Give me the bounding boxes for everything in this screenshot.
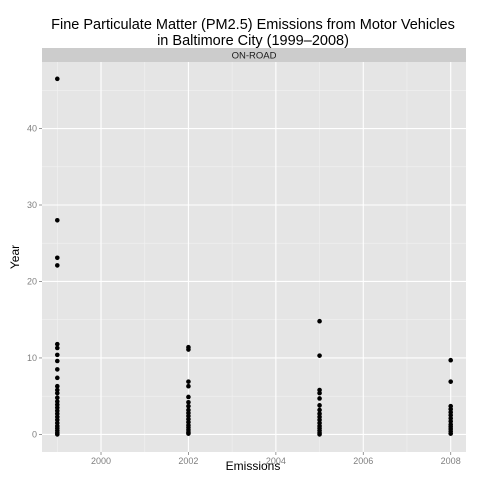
data-point bbox=[54, 263, 60, 268]
data-point bbox=[186, 383, 191, 389]
x-tick-label: 2000 bbox=[91, 456, 111, 466]
data-point bbox=[317, 353, 322, 358]
data-point bbox=[317, 403, 322, 408]
data-point bbox=[54, 367, 60, 372]
data-point bbox=[54, 432, 60, 437]
data-point bbox=[448, 379, 454, 384]
data-point bbox=[54, 375, 60, 381]
x-axis-title: Emissions bbox=[226, 459, 281, 473]
plot-panel bbox=[42, 62, 466, 452]
data-point bbox=[317, 318, 322, 324]
data-point bbox=[54, 255, 60, 261]
axis-ticks: 2000 2002 2004 2006 2008 0 10 20 30 40 bbox=[27, 124, 461, 466]
data-point bbox=[448, 431, 454, 436]
x-tick-label: 2008 bbox=[441, 456, 461, 466]
data-point bbox=[186, 431, 191, 436]
data-point bbox=[317, 396, 322, 401]
data-point bbox=[317, 407, 322, 413]
data-point bbox=[54, 390, 60, 396]
data-point bbox=[54, 341, 60, 347]
x-tick-label: 2004 bbox=[266, 456, 286, 466]
y-tick-label: 30 bbox=[27, 200, 37, 210]
data-point bbox=[186, 399, 191, 405]
data-point bbox=[54, 345, 60, 351]
data-points bbox=[54, 76, 454, 437]
data-point bbox=[54, 76, 60, 82]
facet-strip-label: ON-ROAD bbox=[232, 51, 277, 62]
data-point bbox=[54, 383, 60, 389]
data-point bbox=[317, 432, 322, 437]
y-tick-label: 0 bbox=[32, 429, 37, 439]
x-tick-label: 2006 bbox=[353, 456, 373, 466]
facet-strip bbox=[42, 48, 466, 62]
data-point bbox=[54, 395, 60, 401]
data-point bbox=[54, 358, 60, 364]
data-point bbox=[317, 390, 322, 396]
y-tick-label: 20 bbox=[27, 276, 37, 286]
data-point bbox=[186, 403, 191, 409]
data-point bbox=[186, 394, 191, 400]
data-point bbox=[54, 352, 60, 358]
x-tick-label: 2002 bbox=[178, 456, 198, 466]
chart-title-line-2: in Baltimore City (1999–2008) bbox=[157, 33, 349, 49]
y-tick-label: 40 bbox=[27, 124, 37, 134]
data-point bbox=[448, 357, 454, 363]
data-point bbox=[186, 379, 191, 384]
data-point bbox=[54, 217, 60, 223]
y-axis-title: Year bbox=[8, 245, 22, 269]
data-point bbox=[186, 347, 191, 352]
chart-title-line-1: Fine Particulate Matter (PM2.5) Emission… bbox=[51, 17, 455, 33]
y-tick-label: 10 bbox=[27, 353, 37, 363]
